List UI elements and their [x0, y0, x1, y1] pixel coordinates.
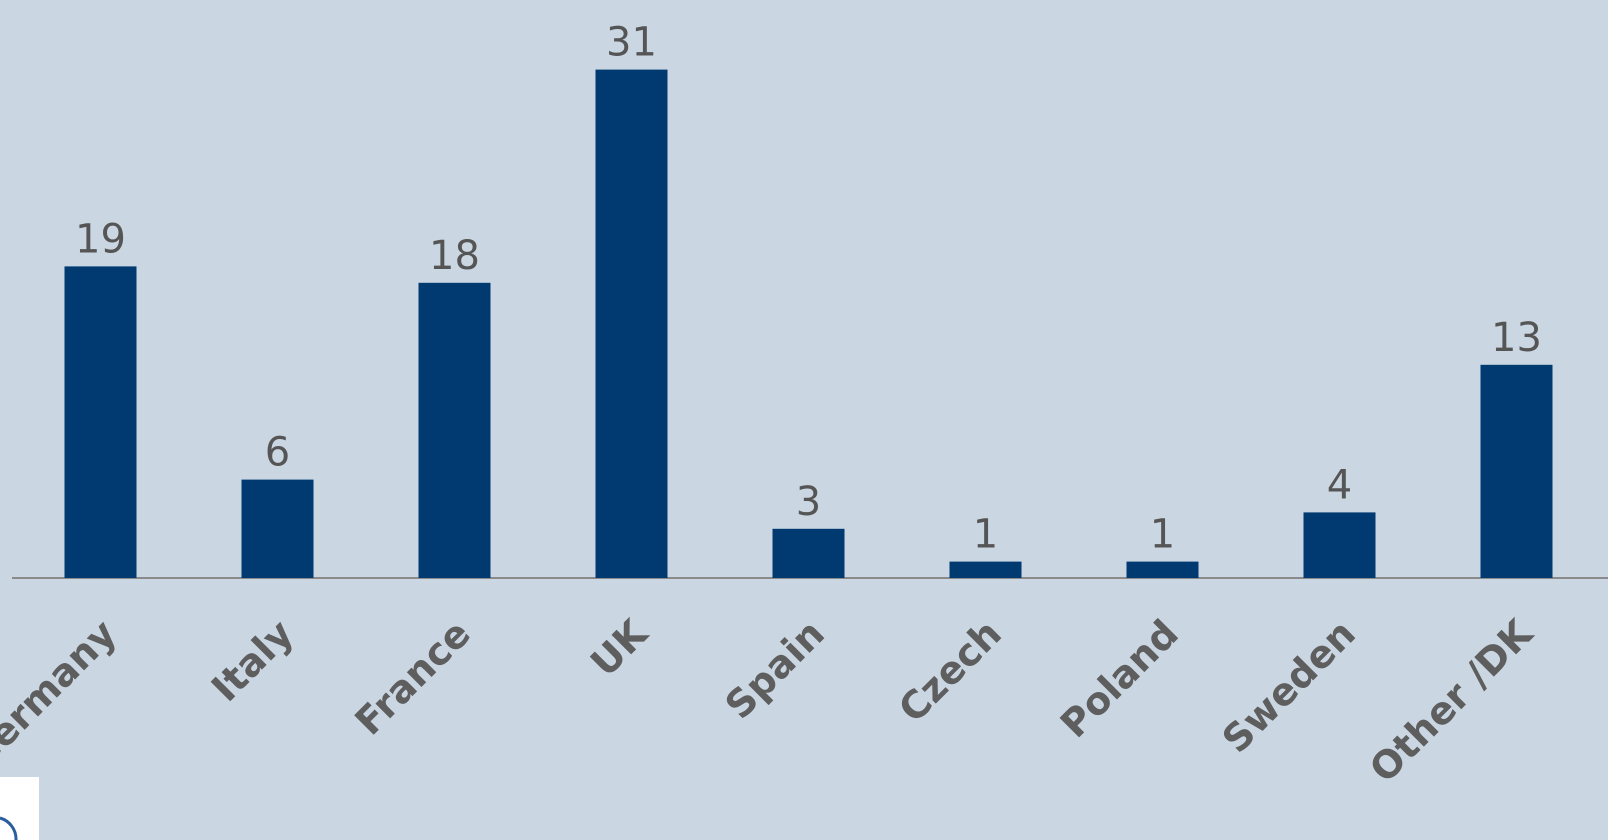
data-label: 31 — [606, 20, 657, 66]
bar — [1126, 561, 1199, 578]
bar — [772, 528, 845, 578]
bar — [949, 561, 1022, 578]
bar — [1303, 512, 1376, 578]
bar — [64, 266, 137, 578]
data-label: 3 — [796, 479, 821, 525]
data-label: 18 — [429, 233, 480, 279]
data-label: 6 — [265, 430, 290, 476]
logo-fragment — [0, 777, 39, 840]
bar — [418, 282, 491, 578]
data-label: 19 — [75, 216, 126, 262]
data-label: 13 — [1491, 315, 1542, 361]
data-label: 1 — [973, 512, 998, 558]
bar — [241, 479, 314, 578]
data-label: 4 — [1327, 462, 1352, 508]
data-label: 1 — [1150, 512, 1175, 558]
bar — [595, 69, 668, 578]
bar — [1480, 364, 1553, 578]
